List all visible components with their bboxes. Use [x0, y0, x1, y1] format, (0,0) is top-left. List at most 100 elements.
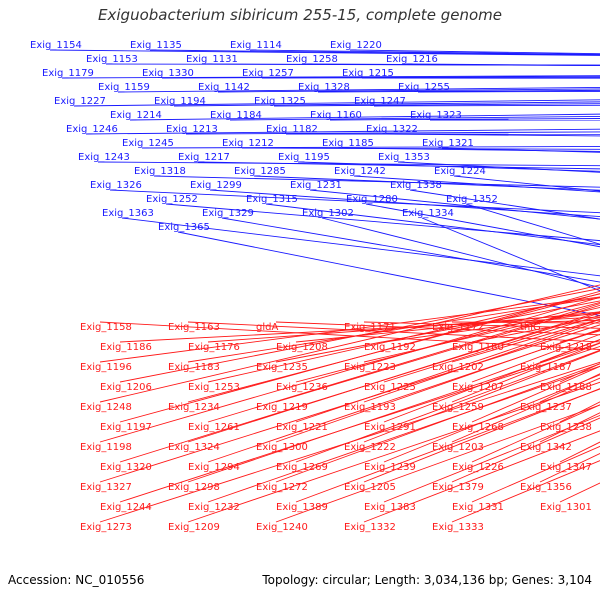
gene-label: Exig_1352	[446, 194, 498, 205]
gene-label: Exig_1154	[30, 40, 82, 51]
label-leader-line	[99, 324, 600, 483]
gene-label: Exig_1180	[452, 342, 504, 353]
label-leader-line	[207, 365, 600, 503]
gene-label: Exig_1186	[100, 342, 152, 353]
gene-label: Exig_1365	[158, 222, 210, 233]
gene-label: Exig_1158	[80, 322, 132, 333]
gene-label: Exig_1291	[364, 422, 416, 433]
label-leader-line	[121, 217, 600, 277]
gene-label: Exig_1379	[432, 482, 484, 493]
gene-label: Exig_1294	[188, 462, 240, 473]
label-leader-line	[451, 318, 600, 363]
label-leaders	[49, 49, 600, 523]
gene-label: Exig_1135	[130, 40, 182, 51]
gene-label: Exig_1300	[256, 442, 308, 453]
label-leader-line	[49, 49, 600, 56]
gene-label: Exig_1299	[190, 180, 242, 191]
label-leader-line	[187, 297, 600, 363]
gene-label: Exig_1333	[432, 522, 484, 533]
gene-label: Exig_1227	[54, 96, 106, 107]
gene-label: Exig_1163	[168, 322, 220, 333]
label-leader-line	[405, 63, 600, 66]
label-leader-line	[119, 312, 600, 463]
gene-label: Exig_1272	[256, 482, 308, 493]
gene-label: Exig_1302	[302, 208, 354, 219]
gene-label: Exig_1334	[402, 208, 454, 219]
gene-label: Exig_1221	[276, 422, 328, 433]
label-leader-line	[471, 317, 600, 343]
gene-label: Exig_1184	[210, 110, 262, 121]
gene-label: Exig_1194	[154, 96, 206, 107]
accession-text: Accession: NC_010556	[8, 573, 145, 587]
gene-label: Exig_1298	[168, 482, 220, 493]
gene-label: Exig_1153	[86, 54, 138, 65]
label-leader-line	[99, 296, 600, 443]
gene-label: Exig_1142	[198, 82, 250, 93]
gene-label: Exig_1324	[168, 442, 220, 453]
gene-label: Exig_1215	[342, 68, 394, 79]
gene-label: Exig_1183	[168, 362, 220, 373]
label-leader-line	[119, 345, 600, 503]
label-leader-line	[99, 296, 600, 363]
gene-label: Exig_1259	[432, 402, 484, 413]
gene-label: Exig_1245	[122, 138, 174, 149]
label-leader-line	[559, 330, 600, 343]
label-leader-line	[295, 311, 600, 343]
gene-label: Exig_1218	[540, 342, 592, 353]
gene-label: gldA	[256, 322, 278, 333]
gene-label: Exig_1206	[100, 382, 152, 393]
gene-label: Exig_1353	[378, 152, 430, 163]
label-leader-line	[397, 161, 600, 173]
label-leader-line	[373, 104, 600, 107]
label-leader-line	[329, 118, 600, 121]
summary-text: Topology: circular; Length: 3,034,136 bp…	[262, 573, 592, 587]
gene-label: Exig_1257	[242, 68, 294, 79]
label-leader-line	[253, 175, 600, 191]
label-leader-line	[417, 91, 600, 93]
label-leader-line	[349, 49, 600, 55]
gene-label: Exig_1329	[202, 208, 254, 219]
gene-label: Exig_1217	[178, 152, 230, 163]
gene-label: Exig_1226	[452, 462, 504, 473]
gene-label: Exig_1192	[364, 342, 416, 353]
gene-label: Exig_1322	[366, 124, 418, 135]
label-leader-line	[61, 75, 600, 79]
gene-label: Exig_1214	[110, 110, 162, 121]
gene-label: Exig_1330	[142, 68, 194, 79]
gene-label: Exig_1188	[540, 382, 592, 393]
gene-label: Exig_1160	[310, 110, 362, 121]
gene-label: Exig_1187	[520, 362, 572, 373]
gene-label: Exig_1328	[298, 82, 350, 93]
label-leader-line	[353, 175, 600, 193]
gene-label: Exig_1179	[42, 68, 94, 79]
gene-label: Exig_1202	[432, 362, 484, 373]
gene-label: Exig_1238	[540, 422, 592, 433]
gene-label: Exig_1224	[434, 166, 486, 177]
map-title: Exiguobacterium sibiricum 255-15, comple…	[98, 6, 502, 24]
label-leader-line	[383, 314, 600, 383]
gene-label: Exig_1185	[322, 138, 374, 149]
gene-label: Exig_1207	[452, 382, 504, 393]
label-leader-line	[321, 217, 600, 289]
gene-label: Exig_1323	[410, 110, 462, 121]
gene-label: Exig_1280	[346, 194, 398, 205]
gene-label: Exig_1342	[520, 442, 572, 453]
gene-labels: Exig_1154 Exig_1135 Exig_1114 Exig_1220 Exig…	[30, 40, 592, 533]
gene-label: Exig_1225	[364, 382, 416, 393]
gene-label: Exig_1231	[290, 180, 342, 191]
gene-label: Exig_1114	[230, 40, 282, 51]
gene-label: Exig_1246	[66, 124, 118, 135]
gene-label: Exig_1208	[276, 342, 328, 353]
gene-label: thiG	[520, 322, 541, 333]
label-leader-line	[453, 175, 600, 192]
label-leader-line	[363, 350, 600, 443]
label-leader-line	[383, 339, 600, 423]
label-leader-line	[207, 303, 600, 423]
label-leader-line	[409, 189, 600, 220]
label-leader-line	[217, 88, 600, 93]
gene-label: Exig_1205	[344, 482, 396, 493]
label-leader-line	[207, 313, 600, 343]
label-leader-line	[275, 328, 600, 443]
gene-label: Exig_1285	[234, 166, 286, 177]
